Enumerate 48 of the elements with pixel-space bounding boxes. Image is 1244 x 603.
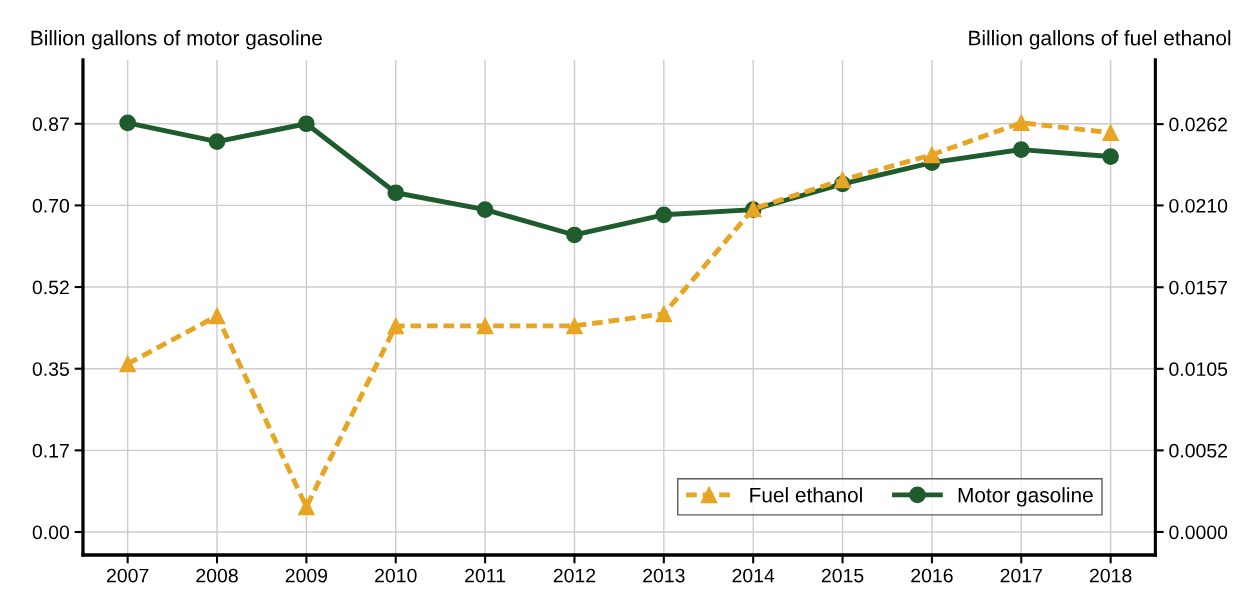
point bbox=[298, 498, 315, 516]
point bbox=[387, 184, 405, 202]
x-tick-label: 2015 bbox=[821, 568, 864, 583]
x-tick-label: 2010 bbox=[375, 568, 417, 583]
point bbox=[1012, 114, 1030, 132]
point bbox=[566, 317, 583, 335]
x-tick-label: 2016 bbox=[911, 568, 953, 583]
point bbox=[208, 307, 226, 325]
point bbox=[1102, 124, 1119, 142]
y2-tick-label: 0.0105 bbox=[1169, 362, 1228, 377]
x-tick-label: 2008 bbox=[196, 568, 238, 583]
y-axis-title: Billion gallons of motor gasoline bbox=[31, 30, 322, 50]
point bbox=[923, 146, 941, 164]
x-tick-label: 2013 bbox=[643, 568, 685, 583]
point bbox=[476, 317, 494, 335]
point bbox=[655, 305, 673, 323]
y2-tick-label: 0.0157 bbox=[1169, 280, 1227, 295]
x-tick-label: 2014 bbox=[732, 568, 775, 583]
y2-tick-label: 0.0000 bbox=[1169, 525, 1228, 540]
legend-label: Fuel ethanol bbox=[750, 487, 862, 503]
legend-label: Motor gasoline bbox=[958, 487, 1093, 507]
y-tick-label: 0.52 bbox=[32, 280, 69, 295]
y2-tick-label: 0.0262 bbox=[1169, 117, 1227, 132]
point bbox=[298, 115, 315, 133]
x-tick-label: 2009 bbox=[285, 568, 328, 583]
y-tick-label: 0.17 bbox=[32, 443, 69, 458]
point bbox=[566, 226, 583, 244]
point bbox=[834, 171, 851, 189]
y-tick-label: 0.70 bbox=[32, 198, 70, 213]
y2-tick-label: 0.0052 bbox=[1169, 443, 1227, 458]
point bbox=[387, 317, 405, 335]
x-tick-label: 2018 bbox=[1089, 568, 1132, 583]
x-tick-label: 2011 bbox=[465, 568, 506, 583]
y2-tick-label: 0.0210 bbox=[1169, 198, 1228, 213]
y-tick-label: 0.00 bbox=[32, 525, 70, 540]
point bbox=[655, 206, 673, 224]
y-tick-label: 0.87 bbox=[32, 117, 69, 131]
point bbox=[476, 201, 494, 218]
point bbox=[119, 114, 136, 132]
point bbox=[1102, 148, 1119, 165]
x-tick-label: 2007 bbox=[107, 568, 149, 583]
point bbox=[1012, 141, 1030, 158]
y2-axis-title: Billion gallons of fuel ethanol bbox=[969, 30, 1231, 50]
y-tick-label: 0.35 bbox=[32, 362, 69, 376]
point bbox=[208, 133, 226, 150]
point bbox=[119, 355, 136, 373]
x-tick-label: 2017 bbox=[1000, 568, 1042, 583]
x-tick-label: 2012 bbox=[553, 568, 596, 583]
